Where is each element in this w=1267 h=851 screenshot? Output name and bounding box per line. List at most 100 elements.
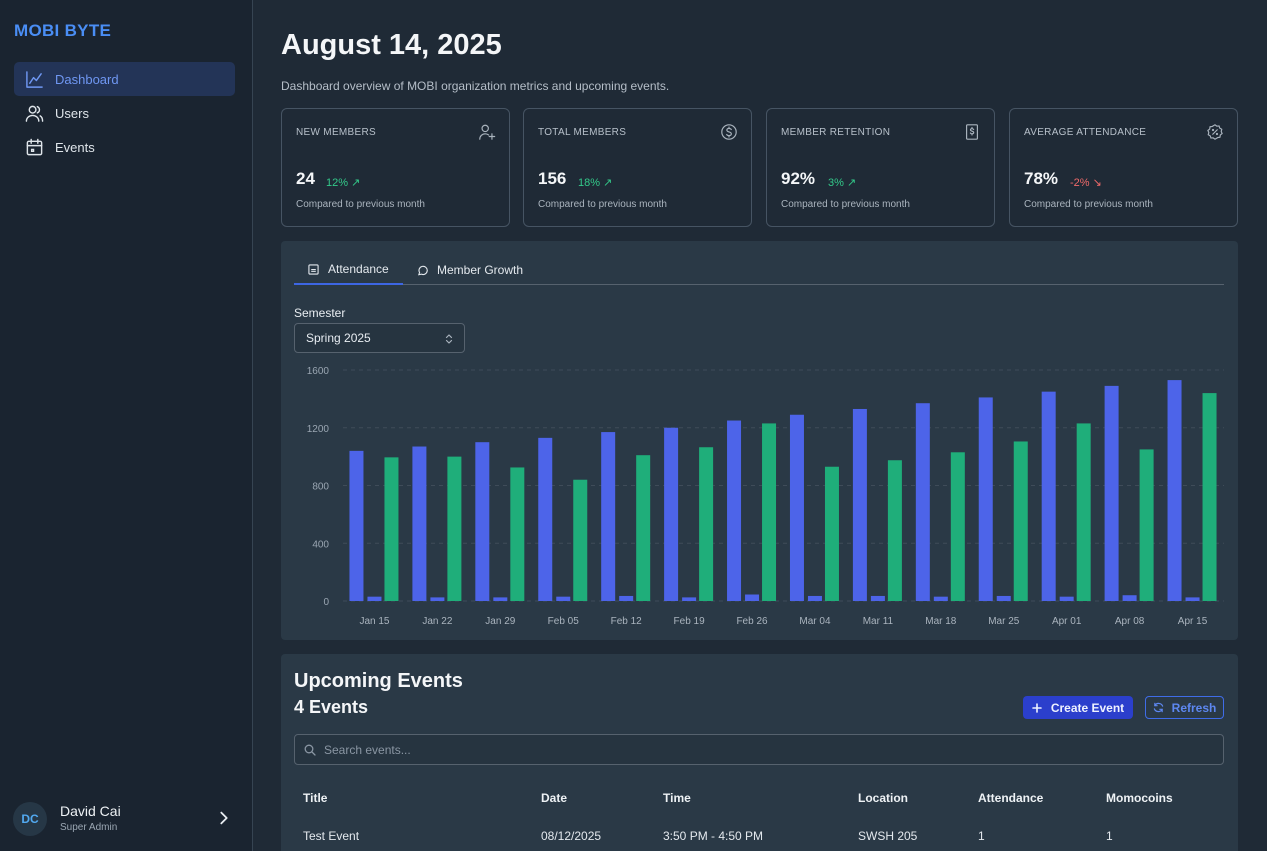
x-tick-label: Apr 08: [1115, 616, 1145, 627]
page-subtitle: Dashboard overview of MOBI organization …: [281, 79, 670, 93]
sidebar-item-dashboard[interactable]: Dashboard: [14, 62, 235, 96]
search-input[interactable]: [324, 742, 1204, 757]
cell-date: 08/12/2025: [541, 829, 602, 843]
bar[interactable]: [349, 450, 364, 601]
x-tick-label: Jan 22: [422, 616, 452, 627]
column-header-momocoins[interactable]: Momocoins: [1106, 791, 1173, 805]
bar[interactable]: [412, 446, 427, 601]
bar[interactable]: [727, 420, 742, 601]
bar[interactable]: [1185, 597, 1200, 601]
create-event-button[interactable]: Create Event: [1023, 696, 1133, 719]
stat-value: 156: [538, 169, 567, 188]
chart-tabs: Attendance Member Growth: [294, 255, 1224, 285]
bar[interactable]: [699, 447, 714, 601]
bar[interactable]: [475, 442, 490, 601]
bar[interactable]: [933, 596, 948, 601]
bar[interactable]: [493, 597, 508, 601]
bar[interactable]: [852, 408, 867, 601]
chart-icon: [26, 70, 43, 88]
bar[interactable]: [682, 597, 697, 601]
bar[interactable]: [1122, 595, 1137, 601]
bar[interactable]: [1167, 380, 1182, 601]
users-icon: [25, 105, 44, 122]
sidebar-item-label: Users: [55, 105, 89, 121]
stat-footnote: Compared to previous month: [296, 199, 425, 210]
x-tick-label: Feb 26: [736, 616, 768, 627]
sidebar-item-events[interactable]: Events: [14, 130, 235, 164]
bar[interactable]: [1013, 441, 1028, 601]
x-tick-label: Mar 18: [925, 616, 957, 627]
tab-label: Attendance: [328, 262, 389, 276]
bar[interactable]: [887, 460, 902, 601]
bar[interactable]: [430, 597, 445, 601]
avatar[interactable]: DC: [13, 802, 47, 836]
column-header-time[interactable]: Time: [663, 791, 691, 805]
chevron-right-icon[interactable]: [215, 809, 233, 827]
tab-member-growth[interactable]: Member Growth: [417, 255, 523, 285]
stat-change: 12% ↗: [326, 177, 361, 189]
bar[interactable]: [1041, 391, 1056, 601]
column-header-title[interactable]: Title: [303, 791, 328, 805]
bar[interactable]: [556, 596, 571, 601]
refresh-button[interactable]: Refresh: [1145, 696, 1224, 719]
bar[interactable]: [510, 467, 525, 601]
bar[interactable]: [870, 595, 885, 601]
sidebar-item-label: Events: [55, 139, 95, 155]
bar[interactable]: [384, 457, 399, 601]
bar[interactable]: [1202, 393, 1217, 601]
bar[interactable]: [915, 403, 930, 601]
bar[interactable]: [978, 397, 993, 601]
bar[interactable]: [619, 595, 634, 601]
bar[interactable]: [824, 466, 839, 601]
stat-card-new-members: NEW MEMBERS 24 12% ↗ Compared to previou…: [281, 108, 510, 227]
tab-attendance[interactable]: Attendance: [294, 255, 403, 285]
refresh-icon: [1153, 702, 1163, 713]
y-tick-label: 400: [312, 539, 329, 550]
bar[interactable]: [447, 456, 462, 601]
bar[interactable]: [1104, 385, 1119, 601]
stat-card-total-members: TOTAL MEMBERS 156 18% ↗ Compared to prev…: [523, 108, 752, 227]
bar[interactable]: [789, 414, 804, 601]
bar[interactable]: [573, 479, 588, 601]
stat-card-average-attendance: AVERAGE ATTENDANCE 78% -2% ↘ Compared to…: [1009, 108, 1238, 227]
bar[interactable]: [1139, 449, 1154, 601]
stat-value: 92%: [781, 169, 816, 188]
bar[interactable]: [807, 595, 822, 601]
bar[interactable]: [636, 455, 651, 601]
stat-footnote: Compared to previous month: [1024, 199, 1153, 210]
column-header-attendance[interactable]: Attendance: [978, 791, 1044, 805]
stat-change: 3% ↗: [828, 177, 857, 189]
stat-value: 24: [296, 169, 315, 188]
search-box: [294, 734, 1224, 765]
column-header-location[interactable]: Location: [858, 791, 908, 805]
create-event-label: Create Event: [1050, 700, 1125, 715]
x-tick-label: Feb 12: [611, 616, 643, 627]
x-tick-label: Mar 04: [799, 616, 831, 627]
bar[interactable]: [601, 432, 616, 601]
column-header-date[interactable]: Date: [541, 791, 568, 805]
semester-select[interactable]: Spring 2025: [294, 323, 465, 353]
bar[interactable]: [762, 423, 777, 601]
x-tick-label: Jan 29: [485, 616, 515, 627]
bar[interactable]: [950, 452, 965, 601]
bar[interactable]: [664, 427, 679, 601]
bar[interactable]: [745, 594, 760, 601]
semester-value: Spring 2025: [306, 331, 371, 345]
stat-footnote: Compared to previous month: [781, 199, 910, 210]
cell-attendance: 1: [978, 829, 985, 843]
search-icon: [304, 744, 316, 756]
message-circle-icon: [418, 265, 428, 275]
sidebar-item-users[interactable]: Users: [14, 96, 235, 130]
bar[interactable]: [996, 595, 1011, 601]
x-tick-label: Feb 19: [674, 616, 706, 627]
bar[interactable]: [1059, 596, 1074, 601]
cell-title[interactable]: Test Event: [303, 829, 360, 843]
bar[interactable]: [367, 596, 382, 601]
user-name: David Cai: [60, 803, 121, 819]
y-tick-label: 0: [323, 597, 329, 608]
y-tick-label: 800: [312, 482, 329, 493]
bar[interactable]: [538, 437, 553, 601]
bar[interactable]: [1076, 423, 1091, 601]
stat-value: 78%: [1024, 169, 1059, 188]
stat-change: -2% ↘: [1070, 177, 1102, 189]
